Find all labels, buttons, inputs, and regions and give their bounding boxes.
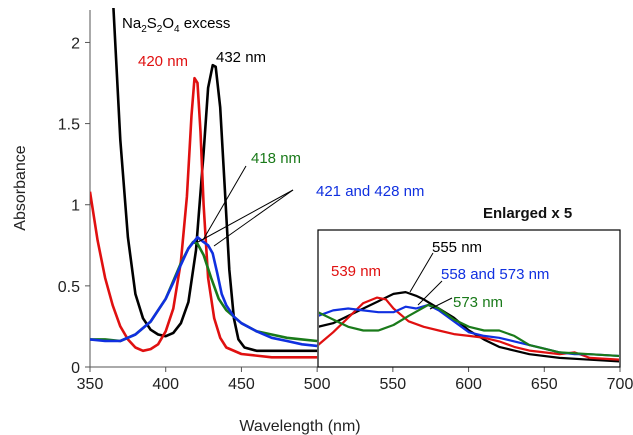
annotation-na2s2o4-o: O [162, 15, 174, 32]
series-line-green [90, 240, 318, 343]
inset-title: Enlarged x 5 [483, 205, 572, 222]
annotation-555nm: 555 nm [432, 239, 482, 256]
leader-428-line-b [213, 189, 294, 247]
annotation-573nm: 573 nm [453, 294, 503, 311]
series-line-blue [90, 235, 318, 348]
leader-558-line [417, 280, 443, 306]
x-axis-ticks: 350 400 450 500 550 600 650 700 [77, 367, 633, 393]
x-tick-label: 450 [228, 376, 255, 393]
y-tick-label: 2 [71, 35, 80, 52]
inset-series-line-green [319, 303, 619, 358]
annotation-558-573nm: 558 and 573 nm [441, 266, 549, 283]
leader-lines [197, 165, 294, 247]
inset-series-lines [319, 291, 619, 363]
annotation-na2s2o4-sub1: 2 [141, 24, 147, 35]
y-axis-title: Absorbance [12, 145, 29, 230]
annotation-432nm: 432 nm [216, 49, 266, 66]
inset-leader-lines [409, 252, 453, 310]
leader-573-line [429, 297, 453, 310]
annotation-na2s2o4-text: Na [122, 15, 142, 32]
y-tick-label: 0.5 [58, 279, 80, 296]
leader-418-line [202, 165, 247, 241]
annotation-na2s2o4: Na2S2O4 excess [122, 15, 230, 35]
series-line-black [112, 8, 318, 353]
x-axis-title: Wavelength (nm) [239, 418, 360, 435]
x-tick-label: 600 [455, 376, 482, 393]
annotation-539nm: 539 nm [331, 263, 381, 280]
annotation-420nm: 420 nm [138, 53, 188, 70]
inset-frame [317, 229, 621, 368]
x-tick-label: 400 [152, 376, 179, 393]
leader-421-line-a [197, 189, 294, 243]
y-tick-label: 0 [71, 360, 80, 377]
x-tick-label: 500 [304, 376, 331, 393]
x-tick-label: 350 [77, 376, 104, 393]
x-tick-label: 650 [531, 376, 558, 393]
annotation-421-428nm: 421 and 428 nm [316, 183, 424, 200]
annotation-418nm: 418 nm [251, 150, 301, 167]
y-tick-label: 1 [71, 198, 80, 215]
leader-555-line [409, 252, 434, 293]
inset-series-line-red [319, 296, 619, 361]
annotation-na2s2o4-sub3: 4 [174, 24, 180, 35]
annotation-na2s2o4-sub2: 2 [157, 24, 163, 35]
series-line-red [90, 76, 318, 359]
annotation-na2s2o4-s: S [147, 15, 157, 32]
main-series-lines [90, 8, 318, 359]
x-tick-label: 550 [380, 376, 407, 393]
y-tick-label: 1.5 [58, 117, 80, 134]
x-tick-label: 700 [607, 376, 633, 393]
annotation-na2s2o4-excess: excess [180, 15, 231, 32]
y-axis-ticks: 0 0.5 1 1.5 2 [58, 35, 90, 377]
